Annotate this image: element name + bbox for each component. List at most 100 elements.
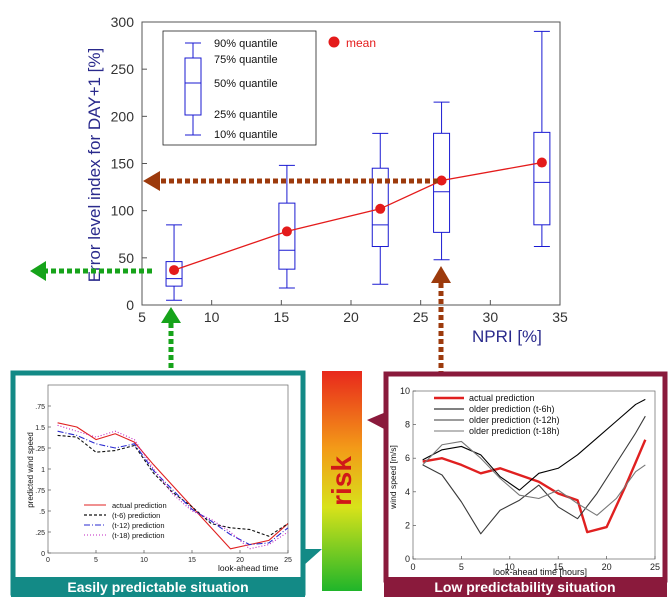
left-y-tick-label: 1	[41, 467, 45, 474]
left-x-tick-label: 20	[236, 557, 244, 564]
right-legend: actual prediction older prediction (t-6h…	[434, 393, 560, 436]
main-x-tick-label: 30	[483, 309, 499, 325]
legend-q90: 90% quantile	[214, 38, 278, 50]
main-y-tick-label: 250	[111, 61, 135, 77]
main-y-tick-label: 150	[111, 156, 135, 172]
legend-frame	[162, 30, 317, 146]
risk-label: risk	[326, 456, 357, 506]
right-series-line-3	[422, 440, 646, 516]
right-y-axis-label: wind speed [m/s]	[388, 445, 398, 510]
iqr-box	[533, 131, 551, 226]
left-y-tick-label: .25	[35, 446, 45, 453]
main-x-tick-label: 10	[204, 309, 220, 325]
main-y-axis-label: Error level index for DAY+1 [%]	[85, 48, 104, 282]
main-x-tick-label: 35	[552, 309, 568, 325]
mean-point	[169, 265, 180, 276]
left-panel-caption: Easily predictable situation	[67, 579, 248, 595]
left-panel: Easily predictable situation 0 .25 .5 .75 1.…	[10, 370, 322, 597]
right-y-tick-label: 10	[400, 386, 410, 396]
right-panel: Low predictability situation 0 2 4 6 8 10 0 5 1…	[367, 371, 668, 597]
left-y-tick-label: .75	[35, 488, 45, 495]
right-series-line-2	[422, 415, 646, 535]
right-x-tick-label: 20	[602, 562, 612, 572]
right-y-tick-label: 6	[405, 453, 410, 463]
right-legend-label-3: older prediction (t-18h)	[469, 426, 560, 436]
left-inset-chart: 0 .25 .5 .75 1 .25 1.5 .75 0 5 10 15 20 25 predicted…	[26, 384, 292, 573]
main-x-tick-label: 20	[343, 309, 359, 325]
right-y-tick-label: 4	[405, 487, 410, 497]
arrows	[30, 171, 451, 372]
box-1	[278, 164, 296, 289]
left-legend-label-2: (t-12) prediction	[112, 521, 165, 530]
right-inset-chart: 0 2 4 6 8 10 0 5 10 15 20 25 wind speed [m/s] look…	[388, 386, 660, 577]
left-x-tick-label: 15	[188, 557, 196, 564]
left-y-tick-label: .25	[35, 530, 45, 537]
right-panel-caption: Low predictability situation	[434, 579, 615, 595]
left-x-tick-label: 10	[140, 557, 148, 564]
box-4	[533, 30, 551, 248]
legend-q25: 25% quantile	[214, 109, 278, 121]
right-series-line-1	[422, 398, 646, 491]
left-x-axis-label: look-ahead time	[218, 563, 279, 573]
left-legend-label-1: (t-6) prediction	[112, 511, 160, 520]
right-y-tick-label: 0	[405, 554, 410, 564]
legend-q75: 75% quantile	[214, 54, 278, 66]
brown-vertical-arrowhead	[431, 266, 451, 283]
left-x-tick-label: 0	[46, 557, 50, 564]
left-caption-bar	[11, 577, 305, 597]
main-legend: 90% quantile 75% quantile 50% quantile 2…	[162, 30, 376, 146]
risk-scale: risk	[322, 371, 362, 591]
main-y-tick-label: 50	[118, 250, 134, 266]
right-legend-label-2: older prediction (t-12h)	[469, 415, 560, 425]
left-series-line-2	[57, 430, 289, 546]
left-y-tick-label: .75	[35, 404, 45, 411]
left-y-axis-label: predicted wind speed	[26, 432, 35, 508]
right-y-tick-label: 2	[405, 520, 410, 530]
brown-horizontal-arrowhead	[143, 171, 160, 191]
right-x-axis-label: look-ahead time [hours]	[493, 567, 587, 577]
right-y-ticks: 0 2 4 6 8 10	[400, 386, 416, 564]
legend-q10: 10% quantile	[214, 129, 278, 141]
main-y-tick-label: 300	[111, 14, 135, 30]
left-panel-frame	[10, 370, 306, 596]
right-x-tick-label: 10	[505, 562, 515, 572]
box-0	[165, 224, 183, 301]
right-x-tick-label: 0	[410, 562, 415, 572]
left-legend-label-0: actual prediction	[112, 501, 167, 510]
right-legend-label-0: actual prediction	[469, 393, 535, 403]
right-panel-pointer	[367, 412, 386, 430]
main-x-ticks: 5 10 15 20 25 30 35	[138, 300, 568, 325]
main-y-ticks: 0 50 100 150 200 250 300	[111, 14, 147, 313]
left-y-tick-label: 1.5	[35, 425, 45, 432]
right-x-ticks: 0 5 10 15 20 25	[410, 556, 660, 572]
right-series	[422, 398, 647, 535]
left-y-ticks: 0 .25 .5 .75 1 .25 1.5 .75	[35, 404, 51, 558]
left-x-ticks: 0 5 10 15 20 25	[46, 550, 292, 564]
main-x-tick-label: 25	[413, 309, 429, 325]
green-horizontal-arrowhead	[30, 261, 46, 281]
right-legend-label-1: older prediction (t-6h)	[469, 404, 555, 414]
right-x-tick-label: 25	[650, 562, 660, 572]
legend-q50: 50% quantile	[214, 78, 278, 90]
left-series-line-3	[57, 424, 289, 550]
box-2	[371, 132, 389, 285]
main-x-axis-label: NPRI [%]	[472, 327, 542, 346]
mean-point	[536, 157, 547, 168]
right-series-line-0	[422, 439, 647, 534]
main-box-chart: 0 50 100 150 200 250 300 5 10 15 20 25 30 35 Error l…	[85, 14, 568, 346]
mean-point	[375, 203, 386, 214]
main-boxes	[165, 30, 551, 301]
right-y-tick-label: 8	[405, 420, 410, 430]
right-x-tick-label: 15	[553, 562, 563, 572]
risk-gradient-bar	[322, 371, 362, 591]
mean-point	[436, 175, 447, 186]
main-y-tick-label: 200	[111, 108, 135, 124]
right-plot-frame	[412, 390, 656, 560]
left-y-tick-label: 0	[41, 551, 45, 558]
left-legend: actual prediction (t-6) prediction (t-12…	[84, 501, 167, 540]
left-y-tick-label: .5	[39, 509, 45, 516]
left-series-line-1	[57, 434, 289, 537]
right-caption-bar	[384, 577, 667, 597]
left-legend-label-3: (t-18) prediction	[112, 531, 165, 540]
